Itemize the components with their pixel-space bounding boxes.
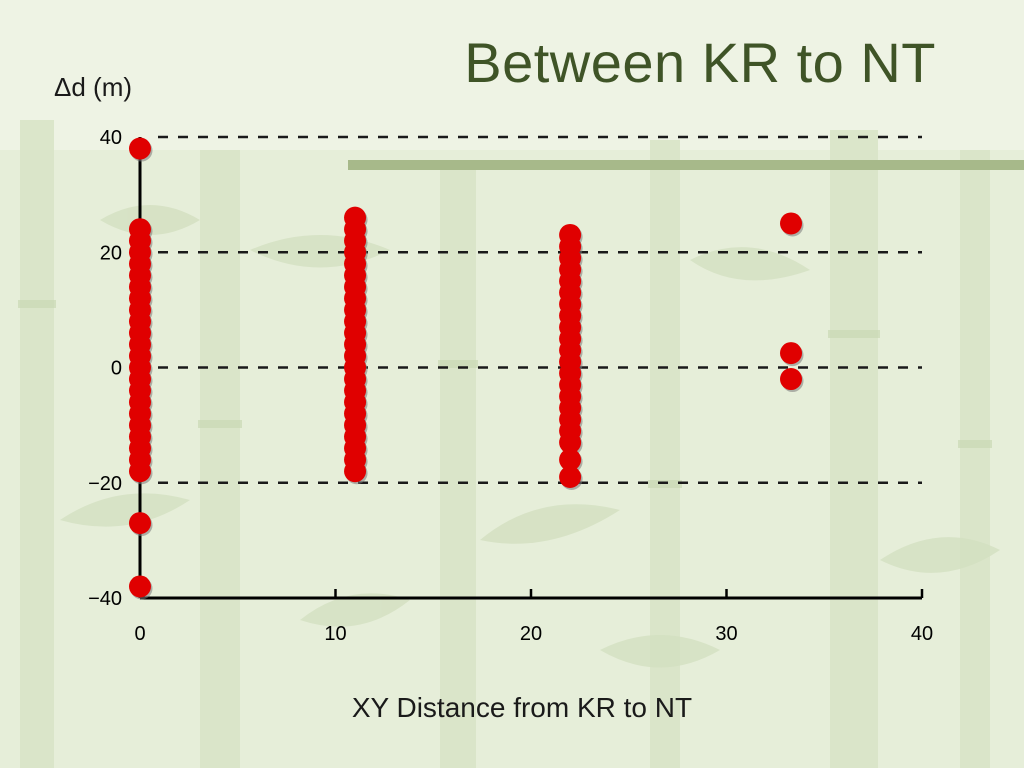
slide-title: Between KR to NT bbox=[464, 31, 936, 94]
x-tick-label: 10 bbox=[324, 623, 346, 645]
data-point bbox=[559, 448, 582, 471]
data-point bbox=[129, 460, 151, 483]
x-tick-label: 30 bbox=[715, 623, 737, 645]
title-accent-bar bbox=[348, 160, 1024, 170]
data-point bbox=[780, 342, 803, 365]
data-point bbox=[559, 465, 582, 488]
x-tick-label: 20 bbox=[520, 623, 542, 645]
data-points bbox=[129, 137, 804, 600]
y-tick-label: 20 bbox=[100, 242, 122, 264]
y-tick-label: −20 bbox=[88, 473, 122, 495]
y-tick-label: 40 bbox=[100, 127, 122, 149]
y-tick-label: 0 bbox=[111, 358, 122, 380]
x-axis-label: XY Distance from KR to NT bbox=[351, 692, 693, 723]
data-point bbox=[129, 137, 151, 160]
data-point bbox=[129, 512, 151, 535]
data-point bbox=[129, 575, 151, 598]
data-point bbox=[559, 431, 582, 454]
tick-labels: 0 10 20 30 40 40 20 0 −20 −40 bbox=[88, 127, 933, 645]
gridlines bbox=[158, 135, 922, 484]
x-tick-label: 40 bbox=[911, 623, 933, 645]
y-axis-label: Δd (m) bbox=[54, 72, 133, 102]
data-point bbox=[344, 460, 367, 483]
data-point bbox=[780, 368, 803, 391]
data-point bbox=[780, 212, 803, 235]
x-tick-label: 0 bbox=[134, 623, 145, 645]
y-tick-label: −40 bbox=[88, 588, 122, 610]
